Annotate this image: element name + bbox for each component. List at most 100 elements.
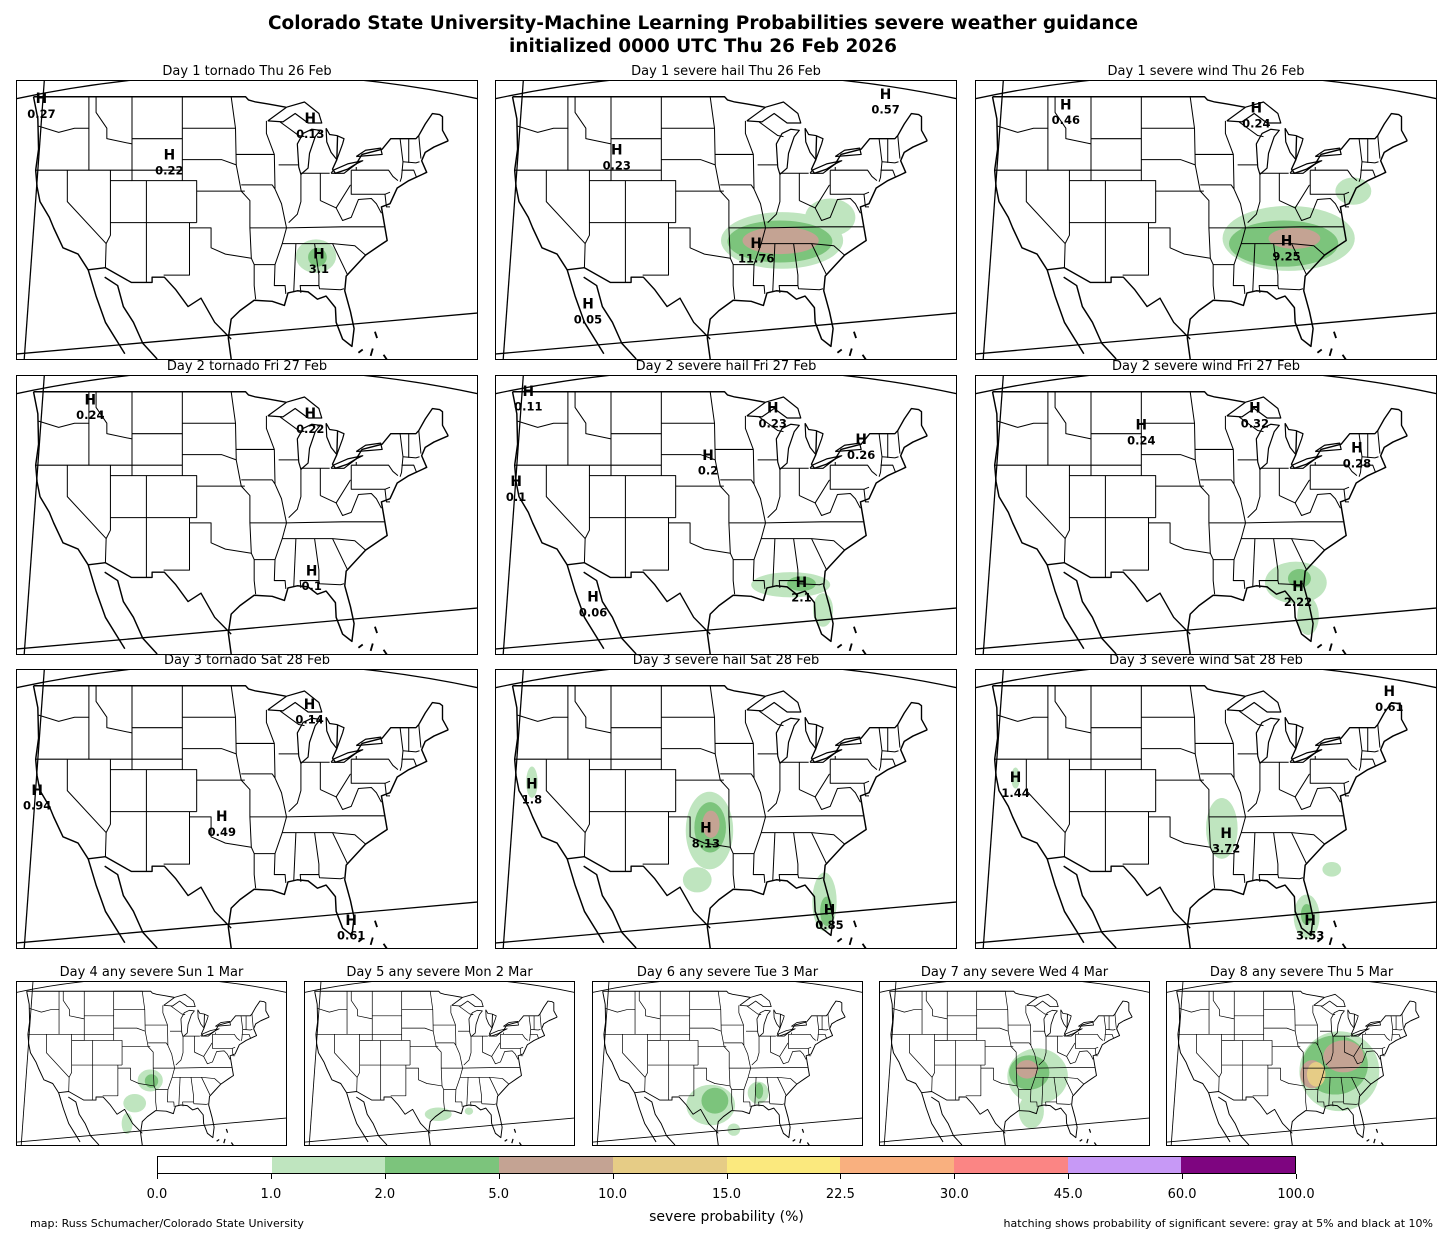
islands bbox=[836, 626, 867, 654]
maximum-h-marker: H bbox=[582, 297, 594, 313]
probability-contour-level-2 bbox=[144, 1074, 159, 1088]
maximum-h-marker: H bbox=[702, 448, 714, 464]
colorbar-tickmark bbox=[612, 1174, 614, 1179]
coastlines bbox=[26, 991, 270, 1145]
map-credit: map: Russ Schumacher/Colorado State Univ… bbox=[30, 1217, 304, 1230]
probability-contour-level-1 bbox=[464, 1107, 474, 1115]
maximum-h-marker: H bbox=[304, 697, 316, 713]
maximum-value-label: 0.22 bbox=[155, 163, 183, 177]
colorbar-segment bbox=[953, 1157, 1068, 1173]
maximum-h-marker: H bbox=[304, 111, 316, 127]
colorbar-label: severe probability (%) bbox=[649, 1209, 804, 1225]
panel-title: Day 6 any severe Tue 3 Mar bbox=[636, 965, 819, 980]
country-borders bbox=[512, 96, 928, 340]
map-panel-d7-any: Day 7 any severe Wed 4 Mar bbox=[879, 965, 1150, 1146]
colorbar-tick-label: 5.0 bbox=[488, 1187, 510, 1202]
islands bbox=[836, 331, 867, 359]
country-borders bbox=[602, 990, 846, 1134]
colorbar-tickmark bbox=[157, 1174, 158, 1179]
maximum-value-label: 0.32 bbox=[1241, 417, 1269, 431]
probability-contour-level-1 bbox=[1018, 1093, 1044, 1129]
colorbar-segment bbox=[499, 1157, 613, 1173]
maximum-value-label: 0.24 bbox=[1127, 433, 1155, 447]
maximum-h-marker: H bbox=[1251, 100, 1263, 116]
state-boundaries bbox=[514, 96, 901, 300]
country-borders bbox=[512, 391, 928, 635]
maximum-value-label: 0.26 bbox=[847, 448, 875, 462]
maximum-h-marker: H bbox=[1281, 234, 1293, 250]
maximum-value-label: 1.8 bbox=[522, 792, 542, 806]
state-boundaries bbox=[994, 96, 1381, 300]
maximum-h-marker: H bbox=[1136, 417, 1148, 433]
map-frame bbox=[1166, 981, 1437, 1146]
colorbar-tick-label: 60.0 bbox=[1167, 1187, 1197, 1202]
maximum-value-label: 0.27 bbox=[27, 107, 55, 121]
coastlines bbox=[511, 685, 928, 948]
country-borders bbox=[314, 990, 558, 1134]
great-lakes bbox=[746, 396, 862, 470]
state-boundaries bbox=[514, 391, 901, 595]
map-panel-d6-any: Day 6 any severe Tue 3 Mar bbox=[592, 965, 863, 1146]
maximum-h-marker: H bbox=[1292, 579, 1304, 595]
probability-contour-level-2 bbox=[1300, 903, 1313, 925]
projection-frame bbox=[17, 81, 477, 359]
maximum-h-marker: H bbox=[1351, 441, 1363, 457]
projection-frame bbox=[17, 670, 477, 948]
colorbar-segment bbox=[1067, 1157, 1182, 1173]
maximum-h-marker: H bbox=[767, 401, 779, 417]
maximum-h-marker: H bbox=[523, 384, 535, 400]
map-frame: H 0.61 H 1.44 H 3.72 H 3.53 bbox=[975, 669, 1437, 949]
probability-contour-level-2 bbox=[308, 247, 327, 267]
state-boundaries bbox=[35, 96, 422, 300]
projection-frame bbox=[496, 376, 956, 654]
figure-title-line1: Colorado State University-Machine Learni… bbox=[267, 13, 1139, 34]
probability-contour-level-2 bbox=[754, 1082, 764, 1099]
map-frame bbox=[879, 981, 1150, 1146]
map-frame: H 0.46 H 0.24 H 9.25 bbox=[975, 80, 1437, 360]
map-frame: H 0.57 H 0.23 H 11.76 H 0.05 bbox=[495, 80, 957, 360]
maximum-value-label: 2.1 bbox=[791, 591, 811, 605]
probability-contour-level-2 bbox=[701, 1087, 729, 1114]
projection-frame bbox=[496, 81, 956, 359]
maximum-value-label: 2.22 bbox=[1284, 595, 1312, 609]
maximum-value-label: 0.28 bbox=[1343, 456, 1371, 470]
coastlines bbox=[32, 685, 449, 948]
panel-title: Day 2 tornado Fri 27 Feb bbox=[166, 359, 328, 374]
maximum-value-label: 0.05 bbox=[574, 312, 602, 326]
map-panel-d1-hail: Day 1 severe hail Thu 26 Feb H 0.57 H 0.23 H 1… bbox=[495, 64, 957, 360]
coastlines bbox=[1176, 991, 1420, 1145]
probability-areas bbox=[121, 1069, 163, 1134]
panel-title: Day 3 severe hail Sat 28 Feb bbox=[632, 653, 820, 668]
coastlines bbox=[991, 391, 1408, 654]
islands bbox=[1316, 331, 1347, 359]
great-lakes bbox=[451, 993, 519, 1038]
colorbar-tickmark bbox=[1182, 1174, 1184, 1179]
map-svg bbox=[1167, 982, 1436, 1145]
projection-frame bbox=[880, 982, 1149, 1145]
map-frame: H 0.14 H 0.94 H 0.49 H 0.61 bbox=[16, 669, 478, 949]
colorbar-tick-label: 0.0 bbox=[146, 1187, 168, 1202]
maximum-h-marker: H bbox=[750, 236, 762, 252]
probability-areas bbox=[1299, 1031, 1380, 1112]
projection-frame bbox=[17, 982, 286, 1145]
state-boundaries bbox=[35, 685, 422, 889]
colorbar-tick-label: 2.0 bbox=[374, 1187, 396, 1202]
maximum-value-label: 0.85 bbox=[815, 918, 843, 932]
maximum-h-marker: H bbox=[880, 87, 892, 103]
great-lakes bbox=[267, 690, 383, 764]
maximum-value-label: 0.46 bbox=[1052, 113, 1080, 127]
map-panel-d8-any: Day 8 any severe Thu 5 Mar bbox=[1166, 965, 1437, 1146]
colorbar-segment bbox=[158, 1157, 272, 1173]
maximum-value-label: 0.11 bbox=[514, 400, 542, 414]
panel-title: Day 1 tornado Thu 26 Feb bbox=[162, 64, 332, 79]
great-lakes bbox=[739, 993, 807, 1038]
panel-title: Day 8 any severe Thu 5 Mar bbox=[1209, 965, 1394, 980]
map-panel-d5-any: Day 5 any severe Mon 2 Mar bbox=[304, 965, 575, 1146]
